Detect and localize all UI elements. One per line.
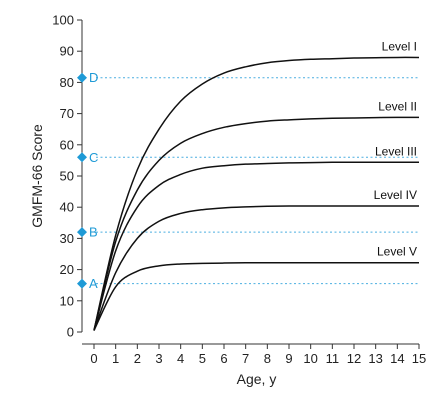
x-tick-label: 15 (412, 351, 426, 366)
x-tick-label: 7 (242, 351, 249, 366)
x-tick-label: 12 (347, 351, 361, 366)
x-axis-title: Age, y (237, 371, 277, 387)
reference-marker-label: A (89, 276, 98, 291)
x-tick-label: 11 (326, 351, 340, 366)
x-tick-label: 1 (112, 351, 119, 366)
y-tick-label: 20 (60, 262, 74, 277)
series-label: Level V (377, 245, 417, 259)
y-tick-label: 30 (60, 231, 74, 246)
series-label: Level II (378, 99, 417, 113)
y-tick-label: 70 (60, 106, 74, 121)
y-tick-label: 50 (60, 169, 74, 184)
y-tick-label: 90 (60, 44, 74, 59)
reference-marker-label: C (89, 150, 98, 165)
reference-marker-label: D (89, 70, 98, 85)
x-tick-label: 13 (368, 351, 382, 366)
x-tick-label: 5 (199, 351, 206, 366)
series-line (93, 261, 419, 331)
reference-lines (96, 77, 419, 285)
x-tick-label: 14 (390, 351, 404, 366)
y-tick-label: 100 (52, 13, 74, 28)
y-axis-title: GMFM-66 Score (29, 124, 45, 228)
y-tick-label: 10 (60, 293, 74, 308)
series-line (93, 161, 419, 331)
x-tick-label: 0 (90, 351, 97, 366)
reference-marker (77, 152, 87, 163)
y-tick-label: 40 (60, 200, 74, 215)
reference-markers: A B C D (77, 70, 98, 291)
series-label: Level I (382, 39, 417, 53)
series-labels: Level I Level II Level III Level IV Level V (374, 39, 417, 258)
x-tick-label: 4 (177, 351, 184, 366)
reference-marker (77, 72, 87, 83)
series-line (93, 56, 420, 331)
x-tick-label: 6 (220, 351, 227, 366)
x-tick-label: 8 (264, 351, 271, 366)
x-tick-label: 10 (303, 351, 317, 366)
reference-marker-label: B (89, 225, 98, 240)
series-label: Level III (375, 144, 417, 158)
x-tick-label: 2 (134, 351, 141, 366)
series-curves (93, 56, 420, 331)
series-line (93, 116, 420, 331)
series-line (93, 205, 419, 331)
x-tick-label: 9 (285, 351, 292, 366)
reference-marker (77, 278, 87, 289)
reference-marker (77, 227, 87, 238)
series-label: Level IV (374, 188, 417, 202)
y-tick-label: 80 (60, 75, 74, 90)
y-tick-label: 0 (67, 325, 74, 340)
y-tick-label: 60 (60, 137, 74, 152)
x-tick-label: 3 (155, 351, 162, 366)
